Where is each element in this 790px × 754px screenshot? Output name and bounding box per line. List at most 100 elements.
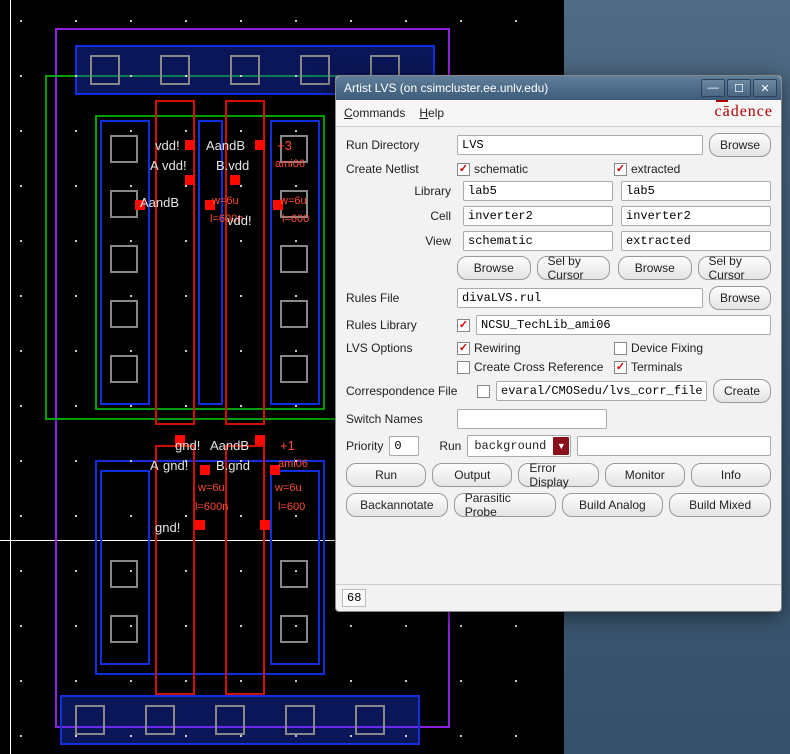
label-plus1: +1 xyxy=(280,438,295,453)
browse-rundir-button[interactable]: Browse xyxy=(709,133,771,157)
backannotate-button[interactable]: Backannotate xyxy=(346,493,448,517)
browse-left-button[interactable]: Browse xyxy=(457,256,531,280)
checkbox-icon xyxy=(457,361,470,374)
switch-names-field[interactable] xyxy=(457,409,607,429)
contact xyxy=(110,135,138,163)
error-display-button[interactable]: Error Display xyxy=(518,463,598,487)
label-aandb3: AandB xyxy=(210,438,249,453)
library-right-field[interactable] xyxy=(621,181,771,201)
switch-names-label: Switch Names xyxy=(346,412,451,426)
label-bvdd: B.vdd xyxy=(216,158,249,173)
status-value: 68 xyxy=(342,589,366,607)
label-l600c: l=600n xyxy=(195,501,228,513)
form-body: Run Directory Browse Create Netlist sche… xyxy=(336,127,781,584)
contact xyxy=(280,560,308,588)
cell-right-field[interactable] xyxy=(621,206,771,226)
contact xyxy=(215,705,245,735)
titlebar[interactable]: Artist LVS (on csimcluster.ee.unlv.edu) … xyxy=(336,76,781,100)
corr-file-field[interactable] xyxy=(496,381,707,401)
maximize-button[interactable]: ☐ xyxy=(727,79,751,97)
contact xyxy=(110,615,138,643)
priority-field[interactable] xyxy=(389,436,419,456)
contact xyxy=(160,55,190,85)
label-aandb2: AandB xyxy=(140,195,179,210)
label-ami06b: ami06 xyxy=(278,458,308,470)
output-button[interactable]: Output xyxy=(432,463,512,487)
run-extra-field[interactable] xyxy=(577,436,771,456)
contact xyxy=(110,560,138,588)
run-directory-label: Run Directory xyxy=(346,138,451,152)
view-right-field[interactable] xyxy=(621,231,771,251)
label-aandb: AandB xyxy=(206,138,245,153)
label-vdd: vdd! xyxy=(155,138,180,153)
menu-commands[interactable]: Commands xyxy=(344,106,405,120)
terminals-checkbox[interactable]: Terminals xyxy=(614,360,771,374)
label-a: A xyxy=(150,158,159,173)
view-left-field[interactable] xyxy=(463,231,613,251)
contact xyxy=(145,705,175,735)
browse-right-button[interactable]: Browse xyxy=(618,256,692,280)
sel-by-cursor-right-button[interactable]: Sel by Cursor xyxy=(698,256,772,280)
contact xyxy=(300,55,330,85)
label-l600b: l=600 xyxy=(282,213,309,225)
minimize-button[interactable]: — xyxy=(701,79,725,97)
checkbox-icon xyxy=(614,342,627,355)
rewiring-label: Rewiring xyxy=(474,341,521,355)
crosshair-vertical xyxy=(10,0,11,754)
contact xyxy=(110,355,138,383)
corr-file-checkbox[interactable] xyxy=(477,385,490,398)
run-directory-field[interactable] xyxy=(457,135,703,155)
contact xyxy=(75,705,105,735)
poly-left-2 xyxy=(155,445,195,695)
info-button[interactable]: Info xyxy=(691,463,771,487)
lvs-dialog: Artist LVS (on csimcluster.ee.unlv.edu) … xyxy=(335,75,782,612)
corr-file-label: Correspondence File xyxy=(346,384,471,398)
run-button[interactable]: Run xyxy=(346,463,426,487)
build-analog-button[interactable]: Build Analog xyxy=(562,493,664,517)
extracted-checkbox[interactable]: extracted xyxy=(614,162,771,176)
rules-library-field[interactable] xyxy=(476,315,771,335)
label-a2: A xyxy=(150,458,159,473)
contact xyxy=(280,355,308,383)
parasitic-probe-button[interactable]: Parasitic Probe xyxy=(454,493,556,517)
menu-help[interactable]: Help xyxy=(419,106,444,120)
checkbox-icon xyxy=(457,163,470,176)
rewiring-checkbox[interactable]: Rewiring xyxy=(457,341,614,355)
contact xyxy=(280,615,308,643)
close-button[interactable]: ✕ xyxy=(753,79,777,97)
rules-file-label: Rules File xyxy=(346,291,451,305)
priority-label: Priority xyxy=(346,439,383,453)
run-mode-select[interactable]: background ▼ xyxy=(467,435,571,457)
build-mixed-button[interactable]: Build Mixed xyxy=(669,493,771,517)
sel-marker xyxy=(200,465,210,475)
device-fixing-label: Device Fixing xyxy=(631,341,703,355)
cell-left-field[interactable] xyxy=(463,206,613,226)
checkbox-icon xyxy=(614,163,627,176)
terminals-label: Terminals xyxy=(631,360,682,374)
monitor-button[interactable]: Monitor xyxy=(605,463,685,487)
label-vdd2: vdd! xyxy=(162,158,187,173)
checkbox-icon xyxy=(457,342,470,355)
sel-marker xyxy=(185,140,195,150)
create-corr-button[interactable]: Create xyxy=(713,379,771,403)
sel-marker xyxy=(230,175,240,185)
rules-file-field[interactable] xyxy=(457,288,703,308)
browse-rules-button[interactable]: Browse xyxy=(709,286,771,310)
library-left-field[interactable] xyxy=(463,181,613,201)
device-fixing-checkbox[interactable]: Device Fixing xyxy=(614,341,771,355)
create-xref-label: Create Cross Reference xyxy=(474,360,603,374)
create-xref-checkbox[interactable]: Create Cross Reference xyxy=(457,360,614,374)
menubar: Commands Help cādence xyxy=(336,100,781,127)
sel-by-cursor-left-button[interactable]: Sel by Cursor xyxy=(537,256,611,280)
button-row-1: Run Output Error Display Monitor Info xyxy=(346,463,771,487)
sel-marker xyxy=(260,520,270,530)
sel-marker xyxy=(195,520,205,530)
label-w6u-d: w=6u xyxy=(275,482,302,494)
label-bgnd: B.gnd xyxy=(216,458,250,473)
schematic-checkbox[interactable]: schematic xyxy=(457,162,614,176)
sel-marker xyxy=(255,435,265,445)
rules-library-checkbox[interactable] xyxy=(457,319,470,332)
contact xyxy=(110,245,138,273)
sel-marker xyxy=(185,175,195,185)
brand-logo: cādence xyxy=(714,103,773,121)
